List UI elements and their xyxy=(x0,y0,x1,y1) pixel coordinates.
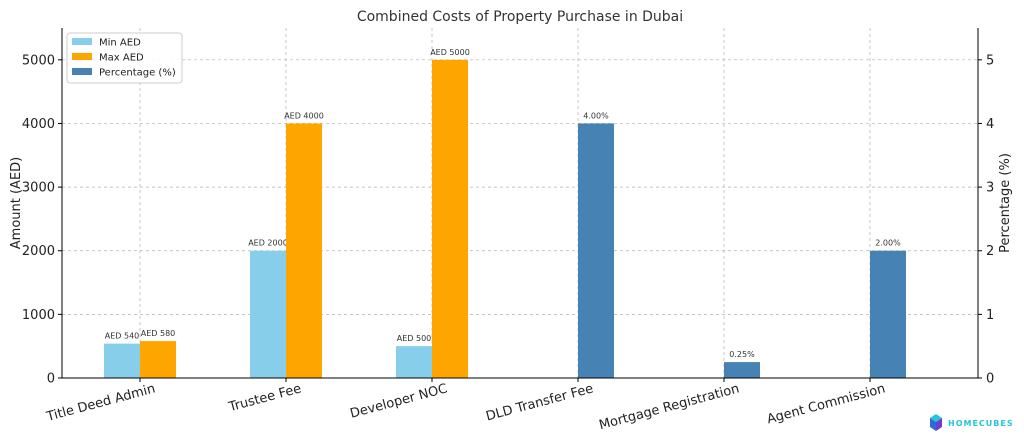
homecubes-logo-icon xyxy=(930,414,942,431)
watermark: HOMECUBES xyxy=(930,414,1014,431)
bar xyxy=(286,123,322,378)
grid-lines xyxy=(62,28,978,379)
y-axis-label-left: Amount (AED) xyxy=(9,157,24,249)
x-tick-label: Trustee Fee xyxy=(226,381,303,415)
bar xyxy=(250,250,286,378)
legend-swatch xyxy=(72,38,92,45)
chart-title: Combined Costs of Property Purchase in D… xyxy=(357,9,683,25)
x-tick-label: Mortgage Registration xyxy=(597,381,741,433)
y-tick-label-left: 5000 xyxy=(22,53,55,68)
bar-group: AED 540 AED 2000 AED 500 AED 580 AED 4000 AED… xyxy=(104,48,906,379)
bar xyxy=(724,362,760,378)
bar xyxy=(432,59,468,379)
x-tick-label: DLD Transfer Fee xyxy=(484,381,595,424)
legend-label: Percentage (%) xyxy=(99,68,176,79)
legend: Min AED Max AED Percentage (%) xyxy=(66,32,183,84)
bar xyxy=(870,250,906,378)
data-label: AED 4000 xyxy=(284,111,324,120)
x-tick-label: Title Deed Admin xyxy=(44,381,157,425)
data-label: 2.00% xyxy=(875,239,901,248)
y-tick-label-right: 0 xyxy=(986,372,994,387)
bar xyxy=(104,343,140,378)
data-label: AED 540 xyxy=(105,332,140,341)
y-tick-label-right: 5 xyxy=(986,53,994,68)
data-label: AED 500 xyxy=(397,334,432,343)
data-label: AED 5000 xyxy=(430,48,470,57)
y-tick-label-right: 3 xyxy=(986,181,994,196)
y-tick-label-left: 4000 xyxy=(22,117,55,132)
data-label: 0.25% xyxy=(729,350,755,359)
legend-box xyxy=(66,32,183,84)
legend-swatch xyxy=(72,68,92,75)
bar xyxy=(396,346,432,378)
y-tick-label-left: 1000 xyxy=(22,308,55,323)
y-tick-label-left: 3000 xyxy=(22,181,55,196)
legend-label: Min AED xyxy=(99,38,141,49)
y-axis-label-right: Percentage (%) xyxy=(998,153,1013,253)
data-label: AED 580 xyxy=(141,329,176,338)
y-tick-label-right: 1 xyxy=(986,308,994,323)
bar xyxy=(578,123,614,378)
data-label: AED 2000 xyxy=(248,239,288,248)
x-tick-label: Developer NOC xyxy=(349,381,450,421)
data-label: 4.00% xyxy=(583,111,609,120)
legend-label: Max AED xyxy=(99,53,144,64)
x-tick-label: Agent Commission xyxy=(765,381,887,427)
legend-swatch xyxy=(72,53,92,60)
y-tick-label-right: 4 xyxy=(986,117,994,132)
watermark-text: HOMECUBES xyxy=(948,419,1014,428)
y-tick-label-left: 2000 xyxy=(22,244,55,259)
y-tick-label-left: 0 xyxy=(47,372,55,387)
bar xyxy=(140,341,176,378)
y-tick-label-right: 2 xyxy=(986,244,994,259)
